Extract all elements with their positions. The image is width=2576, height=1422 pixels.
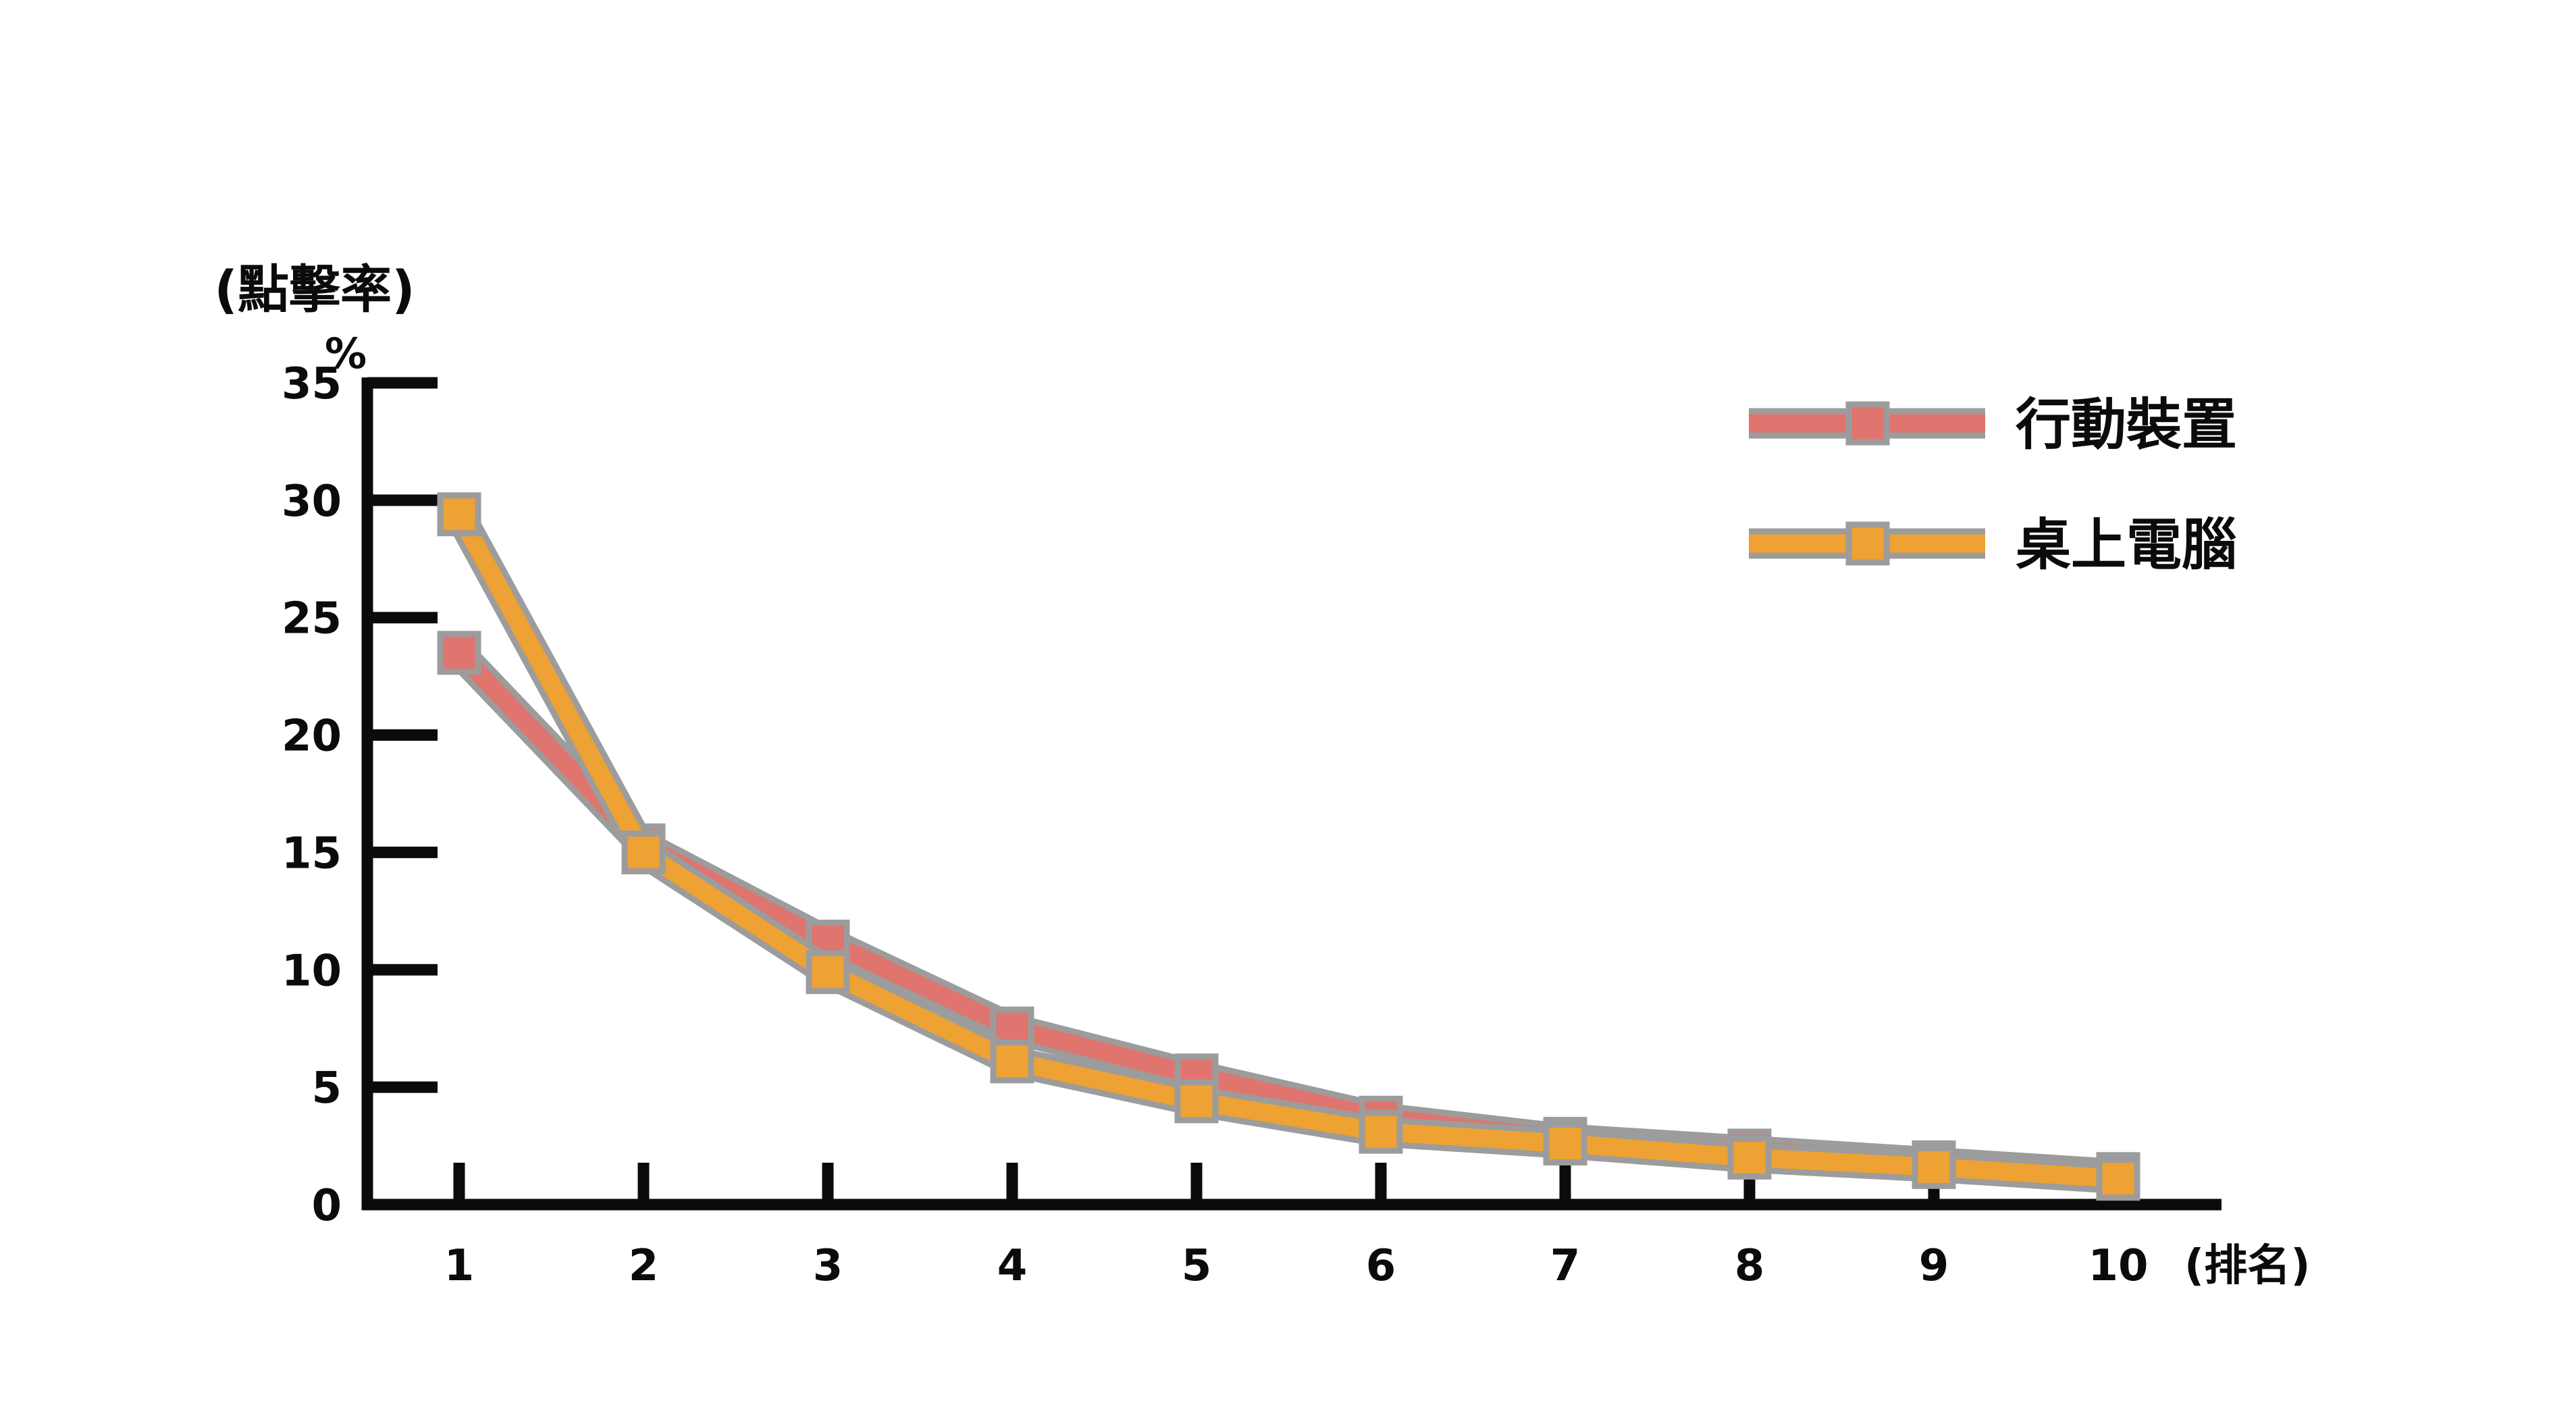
- legend-label: 行動裝置: [2016, 393, 2237, 457]
- x-tick-label-4: 4: [997, 1241, 1028, 1291]
- x-tick-label-9: 9: [1919, 1241, 1949, 1291]
- data-point-marker: [621, 830, 666, 874]
- x-axis-unit-label: (排名): [2184, 1241, 2311, 1291]
- legend-item-行動裝置: 行動裝置: [1749, 393, 2237, 457]
- y-tick-label-35: 35: [282, 359, 342, 409]
- data-point-marker: [437, 631, 481, 675]
- y-tick-label-20: 20: [282, 712, 342, 762]
- y-axis-title: (點擊率): [214, 259, 415, 319]
- y-tick-label-25: 25: [282, 594, 342, 644]
- legend-label: 桌上電腦: [2016, 513, 2237, 577]
- y-tick-label-15: 15: [282, 828, 342, 878]
- x-tick-label-8: 8: [1735, 1241, 1765, 1291]
- x-tick-label-7: 7: [1550, 1241, 1581, 1291]
- data-point-marker: [437, 492, 481, 537]
- x-tick-label-2: 2: [629, 1241, 659, 1291]
- data-point-marker: [1174, 1079, 1219, 1124]
- data-point-marker: [806, 950, 850, 995]
- series-桌上電腦: [437, 492, 2140, 1201]
- x-tick-label-10: 10: [2088, 1241, 2148, 1291]
- y-tick-label-5: 5: [311, 1063, 342, 1113]
- y-tick-label-10: 10: [282, 946, 342, 996]
- legend-marker: [1845, 521, 1890, 566]
- data-point-marker: [1359, 1109, 1403, 1154]
- x-tick-label-5: 5: [1182, 1241, 1212, 1291]
- data-point-marker: [1912, 1144, 1956, 1189]
- data-point-marker: [990, 1039, 1034, 1084]
- legend-item-桌上電腦: 桌上電腦: [1749, 513, 2237, 577]
- y-tick-label-0: 0: [311, 1181, 342, 1231]
- data-point-marker: [1543, 1122, 1587, 1166]
- series-line: [451, 510, 2119, 1188]
- x-tick-label-6: 6: [1366, 1241, 1396, 1291]
- data-point-marker: [2096, 1157, 2140, 1201]
- data-point-marker: [1727, 1135, 1772, 1180]
- x-tick-label-1: 1: [444, 1241, 475, 1291]
- y-tick-label-30: 30: [282, 477, 342, 527]
- x-tick-label-3: 3: [813, 1241, 843, 1291]
- y-axis-unit-label: %: [325, 329, 367, 378]
- legend-marker: [1845, 401, 1890, 446]
